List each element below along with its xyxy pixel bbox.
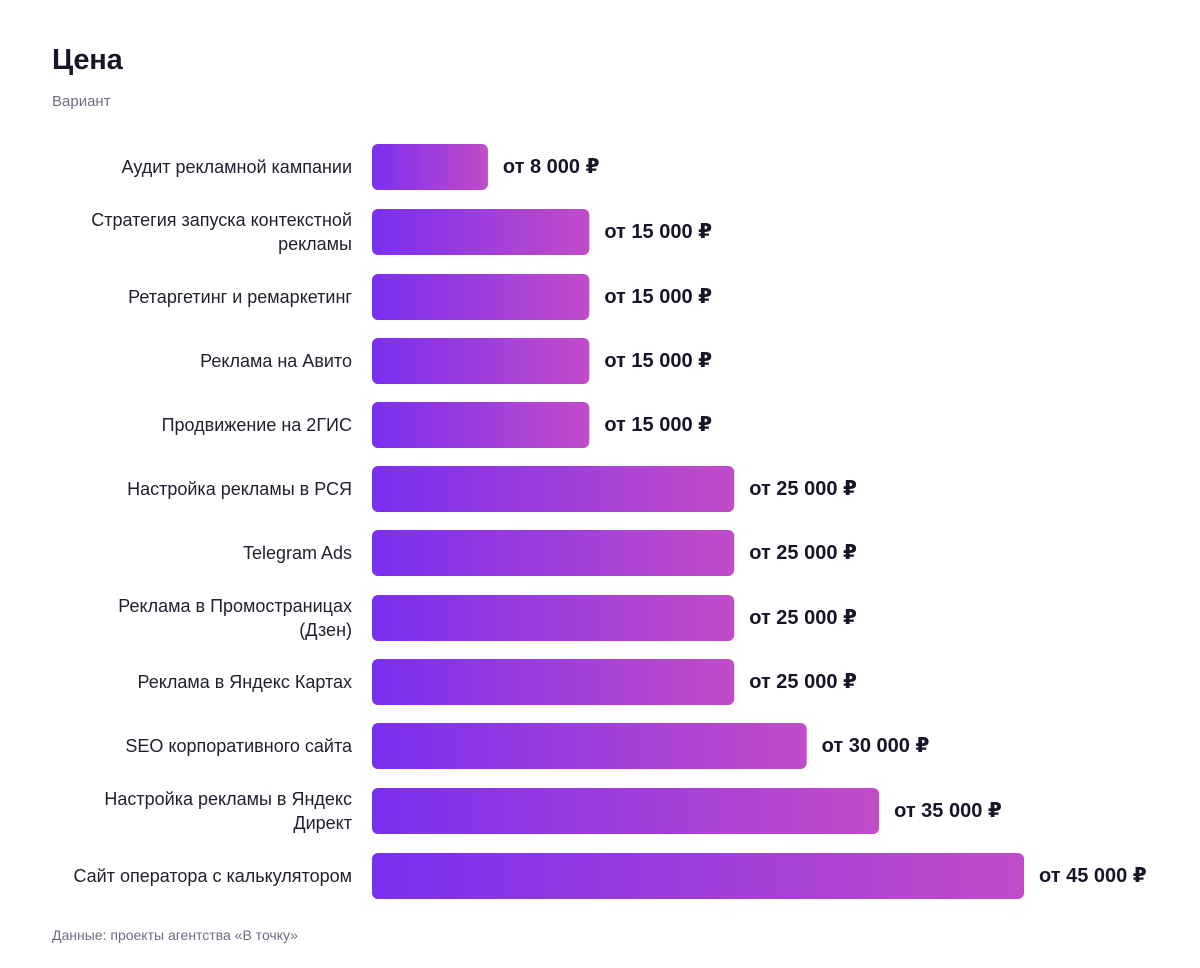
- category-label: Стратегия запуска контекстной рекламы: [91, 210, 352, 254]
- bar: [372, 274, 590, 320]
- category-label: Продвижение на 2ГИС: [162, 415, 352, 435]
- bar: [372, 144, 488, 190]
- bar: [372, 338, 590, 384]
- category-label: Сайт оператора с калькулятором: [73, 866, 352, 886]
- value-label: от 15 000 ₽: [604, 414, 712, 436]
- value-label: от 15 000 ₽: [604, 286, 712, 308]
- value-label: от 15 000 ₽: [604, 350, 712, 372]
- category-label: Telegram Ads: [243, 543, 352, 563]
- category-label: Реклама в Промостраницах (Дзен): [118, 596, 352, 640]
- category-label: Реклама на Авито: [200, 351, 352, 371]
- value-label: от 8 000 ₽: [503, 156, 600, 178]
- value-label: от 25 000 ₽: [749, 542, 857, 564]
- category-label: Ретаргетинг и ремаркетинг: [128, 287, 352, 307]
- category-label: SEO корпоративного сайта: [125, 736, 353, 756]
- value-label: от 15 000 ₽: [604, 221, 712, 243]
- chart-title: Цена: [52, 44, 123, 76]
- value-label: от 25 000 ₽: [749, 607, 857, 629]
- category-label: Настройка рекламы в Яндекс Директ: [104, 789, 352, 833]
- bar: [372, 530, 735, 576]
- category-label: Аудит рекламной кампании: [122, 157, 352, 177]
- bar: [372, 723, 807, 769]
- value-label: от 25 000 ₽: [749, 478, 857, 500]
- chart-subtitle: Вариант: [52, 93, 111, 110]
- bar: [372, 853, 1024, 899]
- category-label: Реклама в Яндекс Картах: [138, 672, 352, 692]
- bar: [372, 788, 880, 834]
- bar: [372, 595, 735, 641]
- bar: [372, 209, 590, 255]
- value-label: от 25 000 ₽: [749, 671, 857, 693]
- value-label: от 30 000 ₽: [822, 735, 930, 757]
- category-label: Настройка рекламы в РСЯ: [127, 479, 352, 499]
- bar: [372, 402, 590, 448]
- bar: [372, 466, 735, 512]
- bar: [372, 659, 735, 705]
- value-label: от 45 000 ₽: [1039, 865, 1147, 887]
- chart-source-note: Данные: проекты агентства «В точку»: [52, 927, 298, 943]
- value-label: от 35 000 ₽: [894, 800, 1002, 822]
